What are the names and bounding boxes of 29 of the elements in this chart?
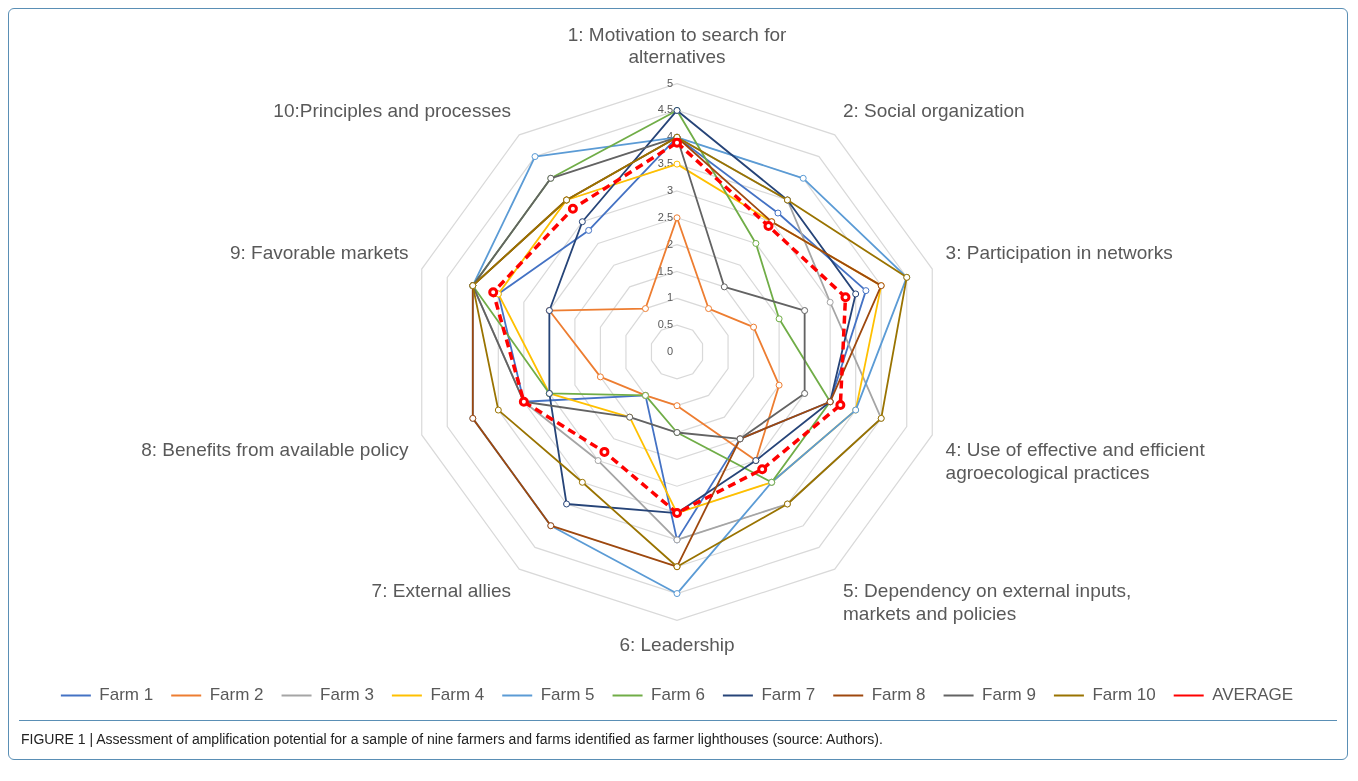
y-tick-label: 5 [666, 76, 673, 89]
legend-label: Farm 7 [761, 685, 816, 705]
legend-label: Farm 3 [320, 685, 374, 705]
spoke-label: 2: Social organization [842, 100, 1025, 122]
spoke-label: 4: Use of effective and efficient agroecological practices [945, 438, 1206, 483]
legend-label: Farm 6 [651, 685, 705, 705]
spoke-label: 9: Favorable markets [229, 241, 409, 263]
y-tick-label: 2.5 [657, 210, 673, 223]
legend-label: Farm 5 [540, 685, 595, 705]
spoke-label: 5: Dependency on external inputs, markets and policies [842, 580, 1132, 624]
legend-label: Farm 9 [982, 685, 1036, 705]
legend-label: Farm 1 [99, 685, 154, 705]
spoke-label: 3: Participation in networks [945, 241, 1173, 263]
spoke-label: 7: External allies [371, 580, 512, 602]
spoke-label: 8: Benefits from available policy [141, 438, 409, 460]
spoke-label: 1: Motivation to search for alternatives [567, 23, 787, 68]
legend-label: Farm 2 [209, 685, 264, 705]
caption: FIGURE 1 | Assessment of amplification potential for a sample of nine farmers and farms identified as farmer lighthouses (source: Authors). [20, 730, 884, 749]
spoke-label: 6: Leadership [619, 634, 735, 656]
legend-label: Farm 8 [871, 685, 926, 705]
y-tick-label: 0 [666, 345, 673, 358]
spoke-label: 10:Principles and processes [273, 100, 512, 122]
legend-label: Farm 4 [430, 685, 485, 705]
y-tick-label: 1 [666, 291, 673, 304]
legend-label: AVERAGE [1212, 685, 1294, 705]
y-tick-label: 3 [666, 183, 673, 196]
legend-label: Farm 10 [1092, 685, 1156, 705]
y-tick-label: 0.5 [657, 318, 673, 331]
y-tick-label: 4.5 [657, 103, 673, 116]
